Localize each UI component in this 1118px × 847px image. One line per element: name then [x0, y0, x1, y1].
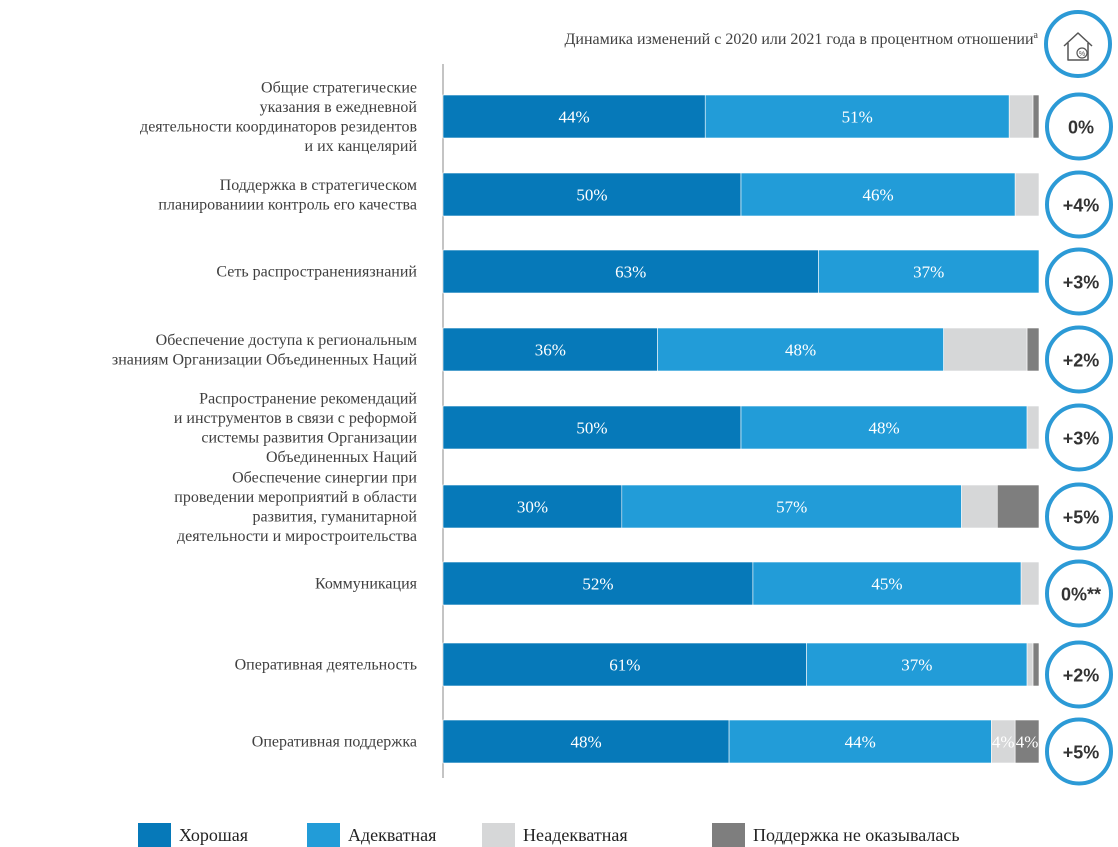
data-label: 4% [992, 733, 1015, 752]
legend-label: Неадекватная [523, 825, 628, 845]
bar-segment [442, 484, 623, 529]
bar-segment [1008, 94, 1034, 139]
bar-segment [442, 172, 742, 217]
change-value: +3% [1063, 273, 1100, 293]
bar-segment [1032, 94, 1040, 139]
change-badge [1045, 717, 1113, 786]
data-label: 50% [576, 419, 607, 438]
change-badge [1045, 640, 1113, 709]
bar-segment [996, 484, 1040, 529]
data-label: 48% [868, 419, 899, 438]
bar-segment [442, 561, 754, 606]
data-label: 63% [615, 263, 646, 282]
bar-segment [961, 484, 998, 529]
bar-segment [806, 642, 1028, 687]
change-value: 0% [1068, 118, 1094, 138]
data-label: 44% [845, 733, 876, 752]
category-label: указания в ежедневной [260, 99, 418, 116]
bar-segment [1014, 719, 1040, 764]
category-label: деятельности и миростроительства [177, 528, 417, 545]
bar-segment [943, 327, 1028, 372]
data-label: 44% [559, 108, 590, 127]
category-label: знаниям Организации Объединенных Наций [112, 351, 418, 368]
data-label: 45% [871, 575, 902, 594]
bar-segment [740, 405, 1028, 450]
bar-segment [442, 249, 819, 294]
chart-header-text: Динамика изменений с 2020 или 2021 года … [565, 31, 1034, 48]
chart-header: Динамика изменений с 2020 или 2021 года … [565, 30, 1039, 48]
change-badge [1045, 403, 1113, 472]
legend-label: Адекватная [348, 825, 436, 845]
data-label: 36% [535, 341, 566, 360]
category-label: Коммуникация [315, 576, 418, 593]
change-value: +2% [1063, 666, 1100, 686]
svg-text:%: % [1079, 51, 1085, 58]
category-label: Оперативная деятельность [235, 657, 417, 674]
change-value: +4% [1063, 196, 1100, 216]
bar-segment [1026, 642, 1034, 687]
bar-segment [752, 561, 1022, 606]
legend-swatch [482, 823, 515, 847]
data-label: 48% [570, 733, 601, 752]
data-label: 61% [609, 656, 640, 675]
bar-segment [1026, 327, 1040, 372]
data-label: 30% [517, 498, 548, 517]
change-badge [1045, 482, 1113, 551]
legend-swatch [712, 823, 745, 847]
change-badge [1045, 559, 1113, 628]
category-label: Объединенных Наций [266, 449, 417, 466]
data-label: 37% [901, 656, 932, 675]
category-label: Общие стратегические [261, 79, 417, 96]
data-label: 51% [842, 108, 873, 127]
change-value: +5% [1063, 743, 1100, 763]
category-label: Поддержка в стратегическом [220, 177, 417, 194]
category-label: деятельности координаторов резидентов [140, 118, 417, 135]
change-badge [1045, 325, 1113, 394]
bar-segment [818, 249, 1040, 294]
category-label: Обеспечение доступа к региональным [156, 332, 417, 349]
bar-segment [728, 719, 992, 764]
category-label: Обеспечение синергии при [232, 469, 417, 486]
legend-label: Поддержка не оказывалась [753, 825, 960, 845]
chart-header-footnote-mark: a [1034, 30, 1039, 41]
change-value: +5% [1063, 508, 1100, 528]
bar-segment [1020, 561, 1040, 606]
category-label: и инструментов в связи с реформой [174, 410, 418, 427]
data-label: 37% [913, 263, 944, 282]
data-label: 46% [862, 186, 893, 205]
data-label: 50% [576, 186, 607, 205]
category-label: Распространение рекомендаций [199, 390, 417, 407]
change-badge [1045, 170, 1113, 239]
bar-segment [704, 94, 1010, 139]
change-value: 0%** [1061, 585, 1101, 605]
data-label: 52% [582, 575, 613, 594]
category-label: проведении мероприятий в области [174, 489, 417, 506]
bar-segment [442, 327, 658, 372]
change-value: +2% [1063, 351, 1100, 371]
legend-label: Хорошая [179, 825, 248, 845]
bar-segment [621, 484, 962, 529]
category-label: системы развития Организации [201, 429, 417, 446]
data-label: 57% [776, 498, 807, 517]
change-badge [1045, 92, 1113, 161]
legend-swatch [138, 823, 171, 847]
bar-segment [1014, 172, 1040, 217]
category-label: планированиии контроль его качества [158, 196, 417, 213]
category-label: Оперативная поддержка [252, 734, 417, 751]
category-label: Сеть распространениязнаний [216, 264, 417, 281]
change-value: +3% [1063, 429, 1100, 449]
bar-segment [1026, 405, 1040, 450]
bar-segment [442, 94, 706, 139]
bar-segment [1032, 642, 1040, 687]
bar-segment [442, 405, 742, 450]
change-badge [1045, 247, 1113, 316]
category-label: и их канцелярий [305, 138, 418, 155]
legend-swatch [307, 823, 340, 847]
house-percent-icon: % [1044, 10, 1112, 78]
category-label: развития, гуманитарной [253, 508, 418, 525]
data-label: 48% [785, 341, 816, 360]
bar-segment [740, 172, 1016, 217]
data-label: 4% [1016, 733, 1039, 752]
